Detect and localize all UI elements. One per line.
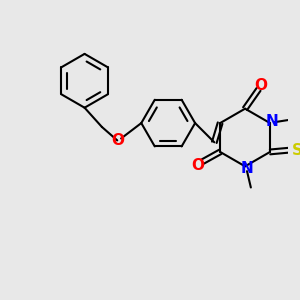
Text: O: O xyxy=(191,158,205,173)
Text: N: N xyxy=(241,161,254,176)
Text: N: N xyxy=(266,114,278,129)
Text: O: O xyxy=(254,78,267,93)
Text: O: O xyxy=(111,133,124,148)
Text: S: S xyxy=(292,142,300,158)
